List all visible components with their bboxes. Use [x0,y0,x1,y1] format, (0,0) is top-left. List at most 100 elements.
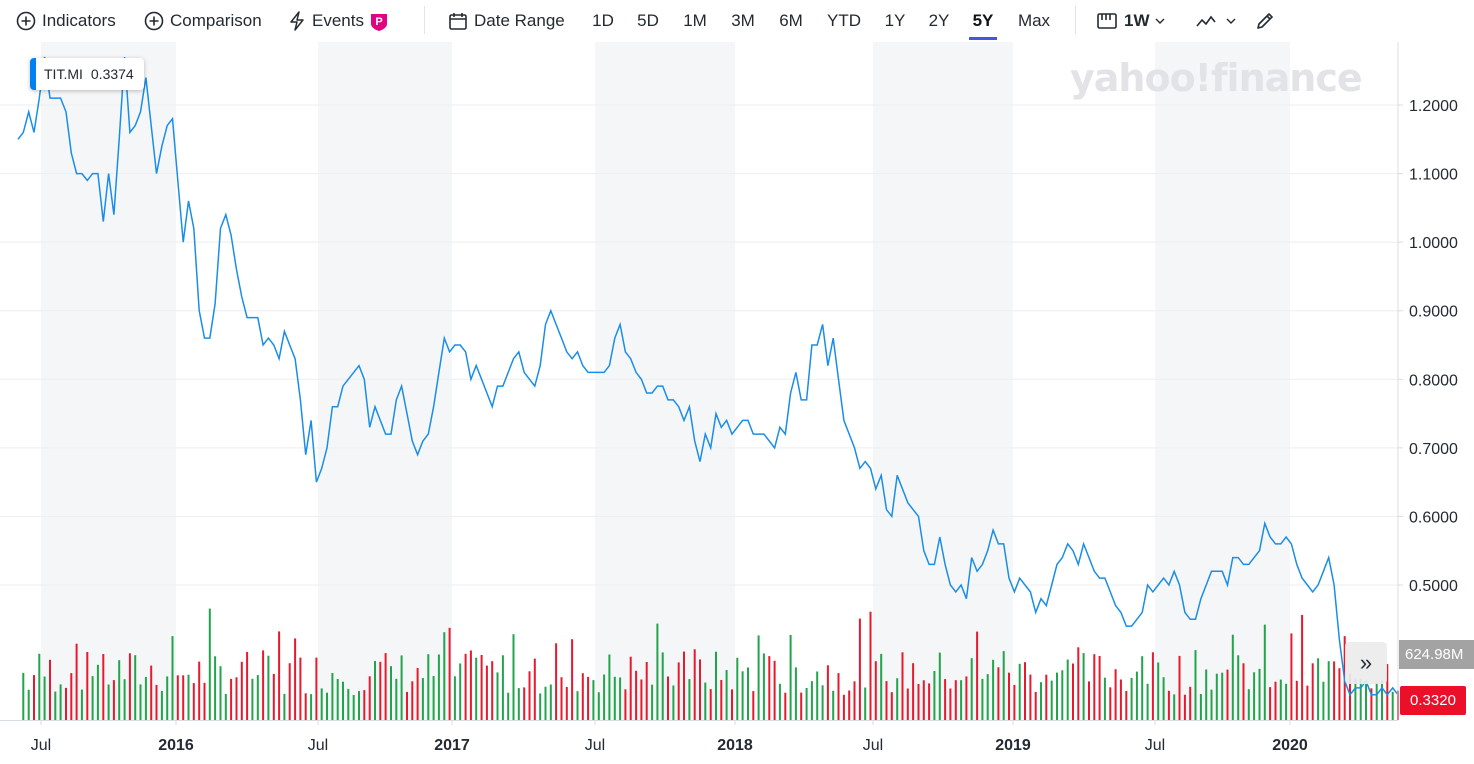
volume-bar [874,661,877,720]
volume-bar [496,672,499,720]
volume-bar [725,670,728,720]
volume-bar [139,684,142,720]
volume-bar [1370,688,1373,720]
volume-bar [1072,663,1074,720]
volume-bar [475,657,478,720]
events-button[interactable]: Events P [288,8,388,34]
volume-bar [1173,694,1176,720]
chart-type-dropdown[interactable] [1195,8,1243,34]
range-2y[interactable]: 2Y [928,11,950,30]
volume-bar [1167,690,1170,720]
volume-bar [256,675,259,720]
volume-bar [1029,674,1032,720]
volume-bar [1146,683,1149,720]
volume-bar [603,674,606,720]
volume-bar [251,678,254,720]
period-band [318,42,452,720]
volume-bar [33,675,35,720]
y-tick-label: 1.0000 [1409,235,1458,252]
range-1m[interactable]: 1M [683,11,707,30]
volume-bar [1125,690,1128,720]
x-tick-label: 2018 [717,737,753,754]
volume-bar [794,667,797,720]
volume-bar [299,657,302,720]
volume-bar [954,680,957,720]
volume-bar [187,674,190,720]
volume-bar [358,691,360,720]
range-1y[interactable]: 1Y [884,11,906,30]
events-label: Events [312,11,364,30]
comparison-button[interactable]: Comparison [144,8,262,34]
volume-bar [624,689,627,720]
volume-bar [54,691,57,720]
range-5d[interactable]: 5D [637,11,659,30]
draw-button[interactable] [1254,8,1282,34]
volume-bar [512,634,515,720]
volume-bar [677,662,680,720]
range-max[interactable]: Max [1017,11,1051,30]
volume-bar [1050,680,1053,720]
volume-bar [144,676,147,720]
scroll-to-latest-button[interactable]: » [1345,642,1387,684]
volume-bar [805,688,808,720]
line-chart-icon [1196,15,1216,27]
volume-bar [262,650,265,720]
volume-bar [379,661,382,720]
indicators-button[interactable]: Indicators [16,8,116,34]
volume-bar [762,653,765,720]
volume-bar [22,672,25,720]
period-band [873,42,1013,720]
volume-bar [901,652,904,720]
comparison-label: Comparison [170,11,262,30]
volume-bar [1221,672,1224,720]
volume-bar [1231,634,1234,720]
range-5y[interactable]: 5Y [967,8,999,40]
volume-bar [310,694,313,720]
volume-bar [134,655,137,720]
volume-bar [864,687,867,720]
volume-bar [709,689,712,720]
volume-bar [443,632,446,720]
volume-bar [320,688,323,720]
pencil-icon [1257,13,1273,29]
volume-bar [176,675,179,720]
volume-bar [656,623,659,720]
range-ytd[interactable]: YTD [827,11,861,30]
volume-bar [699,659,701,720]
volume-bar [565,687,568,720]
calendar-icon [449,13,467,30]
volume-bar [1306,685,1309,720]
volume-bar [619,677,622,720]
period-band [595,42,735,720]
volume-bar [192,683,195,720]
y-tick-label: 0.7000 [1409,441,1458,458]
x-tick-label: 2016 [158,737,194,754]
volume-bar [672,685,675,720]
volume-bar [1114,669,1117,720]
volume-bar [1375,682,1378,720]
volume-bar [944,679,947,720]
y-tick-label: 0.5000 [1409,578,1458,595]
volume-bar [96,664,99,720]
volume-bar [107,684,110,720]
interval-dropdown[interactable]: 1W [1096,8,1172,34]
volume-bar [1109,687,1112,720]
range-1d[interactable]: 1D [592,11,614,30]
date-range-button[interactable]: Date Range [448,8,565,34]
volume-bar [885,681,888,720]
volume-bar [922,680,925,720]
volume-bar [411,681,414,720]
volume-bar [688,679,691,720]
volume-bar [683,651,685,720]
range-3m[interactable]: 3M [731,11,755,30]
crosshair-tooltip: TIT.MI 0.3374 [30,58,144,90]
volume-bar [667,676,669,720]
volume-bar [986,674,989,720]
chevron-down-icon [1226,18,1236,24]
volume-bar [928,683,931,720]
volume-bar [629,656,632,720]
y-tick-label: 0.9000 [1409,304,1458,321]
volume-bar [539,693,542,720]
range-6m[interactable]: 6M [779,11,803,30]
